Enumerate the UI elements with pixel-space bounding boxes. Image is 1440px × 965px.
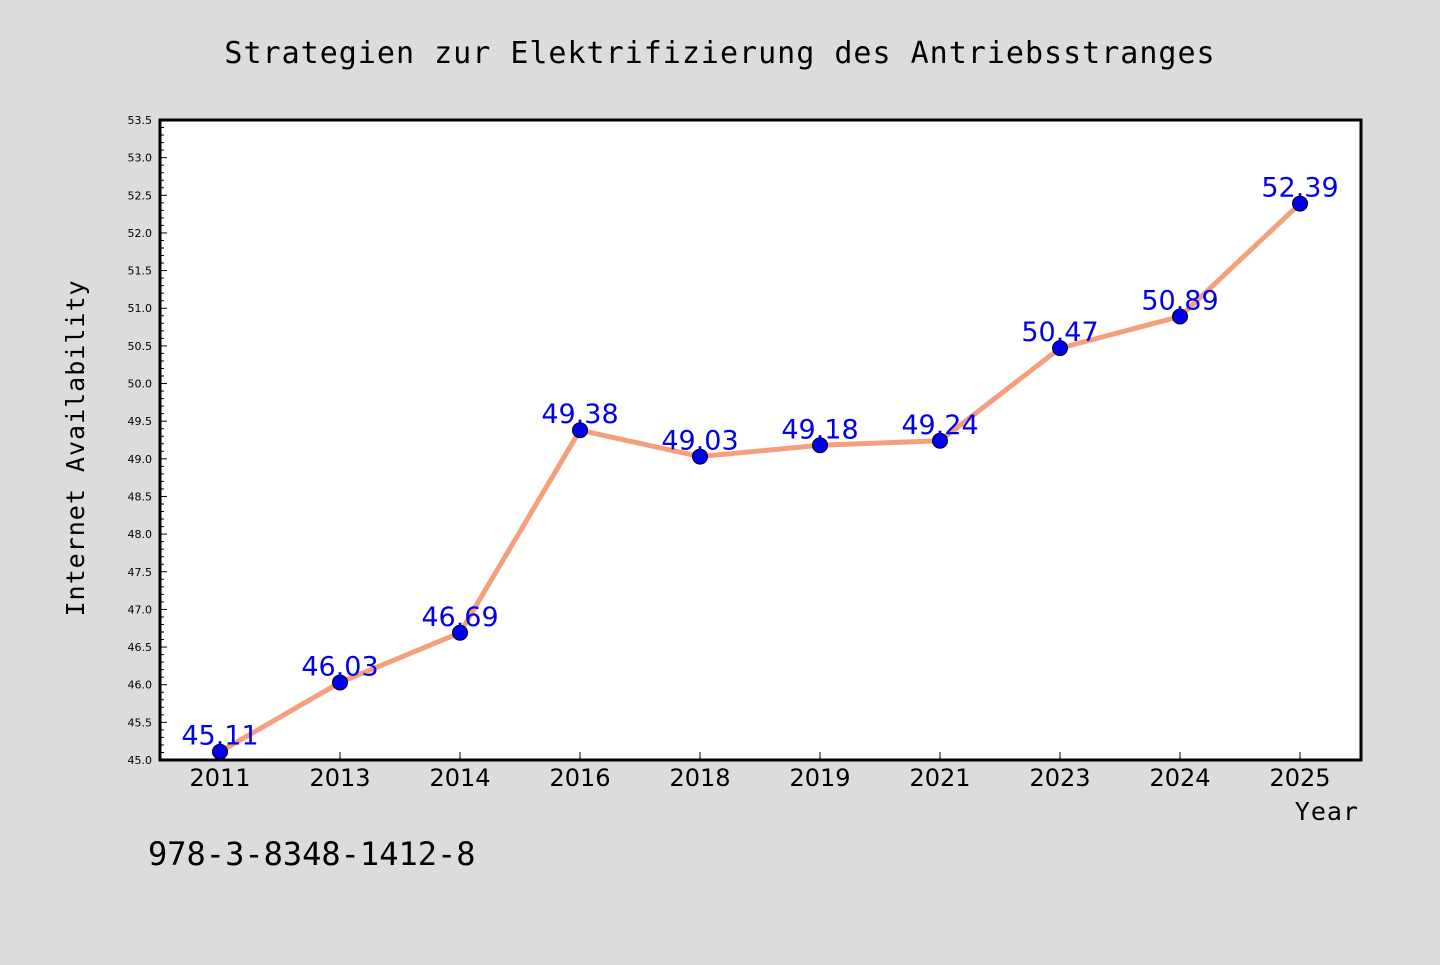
x-tick-label: 2021 [909, 764, 970, 792]
x-tick-label: 2013 [309, 764, 370, 792]
y-tick-label: 48.0 [128, 528, 153, 541]
y-tick-label: 46.0 [128, 679, 153, 692]
data-point [932, 432, 948, 449]
x-tick-label: 2024 [1149, 764, 1210, 792]
data-point [572, 422, 588, 439]
data-point [1292, 195, 1308, 212]
data-point [1172, 308, 1188, 325]
data-point [812, 437, 828, 454]
y-tick-label: 50.0 [128, 378, 153, 391]
data-label: 49.03 [661, 426, 738, 457]
data-label: 52.39 [1261, 173, 1338, 204]
x-tick-label: 2018 [669, 764, 730, 792]
y-tick-label: 45.0 [128, 754, 153, 767]
x-tick-label: 2025 [1269, 764, 1330, 792]
data-point [1052, 340, 1068, 357]
y-tick-label: 47.0 [128, 603, 153, 616]
y-axis-title: Internet Availability [61, 279, 90, 616]
data-point [692, 448, 708, 465]
plot-frame [158, 118, 1363, 762]
data-label: 46.03 [301, 651, 378, 682]
x-axis-title: Year [1295, 797, 1359, 826]
y-tick-label: 53.0 [128, 152, 153, 165]
y-tick-label: 52.5 [128, 189, 153, 202]
x-tick-label: 2014 [429, 764, 490, 792]
y-tick-label: 50.5 [128, 340, 153, 353]
plot-area [160, 120, 1361, 760]
y-tick-label: 51.5 [128, 265, 153, 278]
data-label: 49.38 [541, 399, 618, 430]
y-axis-ticks: 45.0 45.5 46.0 46.5 47.0 47.5 48.0 48.5 49.0 49.5… [128, 114, 167, 767]
x-tick-label: 2023 [1029, 764, 1090, 792]
y-tick-label: 49.0 [128, 453, 153, 466]
y-tick-label: 52.0 [128, 227, 153, 240]
footnote-isbn: 978-3-8348-1412-8 [148, 835, 476, 873]
y-tick-label: 47.5 [128, 566, 153, 579]
series-layer: 45.11 46.03 46.69 49.38 49.03 49.18 49.24 50.47… [181, 173, 1339, 760]
data-label: 49.24 [901, 410, 978, 441]
series-line [217, 201, 1303, 755]
x-axis-ticks: 2011 2013 2014 2016 2018 2019 2021 2023 2024 2025 [189, 752, 1331, 792]
data-label: 49.18 [781, 414, 858, 445]
y-tick-label: 51.0 [128, 302, 153, 315]
data-label: 50.47 [1021, 317, 1098, 348]
data-label: 46.69 [421, 602, 498, 633]
x-tick-label: 2019 [789, 764, 850, 792]
y-tick-label: 48.5 [128, 490, 153, 503]
data-point [332, 674, 348, 691]
y-tick-label: 45.5 [128, 716, 153, 729]
y-tick-label: 53.5 [128, 114, 153, 127]
x-tick-label: 2016 [549, 764, 610, 792]
data-label: 45.11 [181, 721, 258, 752]
x-tick-label: 2011 [189, 764, 250, 792]
data-point [452, 624, 468, 641]
chart-title: Strategien zur Elektrifizierung des Antr… [224, 36, 1215, 71]
y-tick-label: 49.5 [128, 415, 153, 428]
y-tick-label: 46.5 [128, 641, 153, 654]
data-label: 50.89 [1141, 286, 1218, 317]
